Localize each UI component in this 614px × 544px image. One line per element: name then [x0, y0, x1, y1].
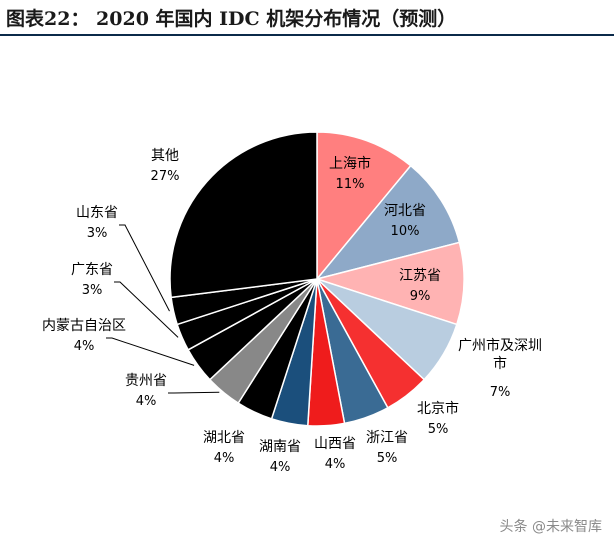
slice-label-value: 4% [136, 394, 157, 409]
slice-label-name-line: 市 [493, 355, 507, 372]
slice-label-value: 4% [270, 460, 291, 475]
slice-label-name: 上海市 [329, 155, 371, 172]
slice-label-name: 山西省 [314, 436, 356, 452]
slice-label-value: 7% [490, 385, 511, 400]
slice-label-name: 浙江省 [366, 430, 408, 446]
leader-line-贵州省 [168, 391, 220, 394]
slice-label-name: 江苏省 [399, 268, 441, 284]
slice-上海市 [316, 131, 412, 282]
watermark: 头条 @未来智库 [499, 519, 602, 535]
slice-label-name: 其他 [151, 148, 179, 164]
slice-label-name: 贵州省 [125, 373, 167, 389]
pie-chart: 上海市 11% 河北省 10% 江苏省 9% 广州市及深圳市 7% 北京市 5% 浙江省 5% 山西省 4… [42, 131, 542, 475]
leader-line-山东省 [119, 224, 170, 312]
slice-label-value: 4% [214, 451, 235, 466]
slice-label-name: 北京市 [417, 400, 459, 417]
slice-河北省 [314, 164, 461, 281]
slice-label-value: 5% [428, 422, 449, 437]
slice-labels: 上海市 11% 河北省 10% 江苏省 9% 广州市及深圳市 7% 北京市 5% 浙江省 5% 山西省 4… [42, 148, 542, 475]
slice-label-name: 内蒙古自治区 [42, 318, 126, 334]
slice-label-value: 4% [325, 457, 346, 472]
leader-line-广东省 [114, 281, 179, 338]
slice-label-value: 4% [74, 339, 95, 354]
slice-label-name-line: 广州市及深圳 [458, 337, 542, 354]
slice-label-value: 10% [391, 224, 420, 239]
slice-label-value: 3% [87, 226, 108, 241]
pie-slices [169, 131, 465, 427]
slice-label-name: 广州市及深圳市 [458, 337, 542, 372]
slice-其他 [169, 131, 318, 299]
slice-label-name: 湖南省 [259, 439, 301, 455]
slice-label-name: 河北省 [384, 203, 426, 219]
leader-lines [106, 224, 220, 394]
slice-label-name: 山东省 [76, 205, 118, 221]
slice-label-name: 广东省 [71, 262, 113, 278]
title-divider [0, 34, 614, 36]
slice-label-value: 3% [82, 283, 103, 298]
slice-label-value: 5% [377, 451, 398, 466]
slice-label-value: 27% [151, 169, 180, 184]
slice-label-value: 9% [410, 289, 431, 304]
figure-title: 图表22： 2020 年国内 IDC 机架分布情况（预测） [6, 8, 457, 30]
slice-江苏省 [314, 241, 465, 326]
leader-line-内蒙古自治区 [106, 337, 195, 366]
slice-label-name: 湖北省 [203, 430, 245, 446]
figure-header: 图表22： 2020 年国内 IDC 机架分布情况（预测） [0, 0, 614, 36]
slice-label-value: 11% [336, 177, 365, 192]
